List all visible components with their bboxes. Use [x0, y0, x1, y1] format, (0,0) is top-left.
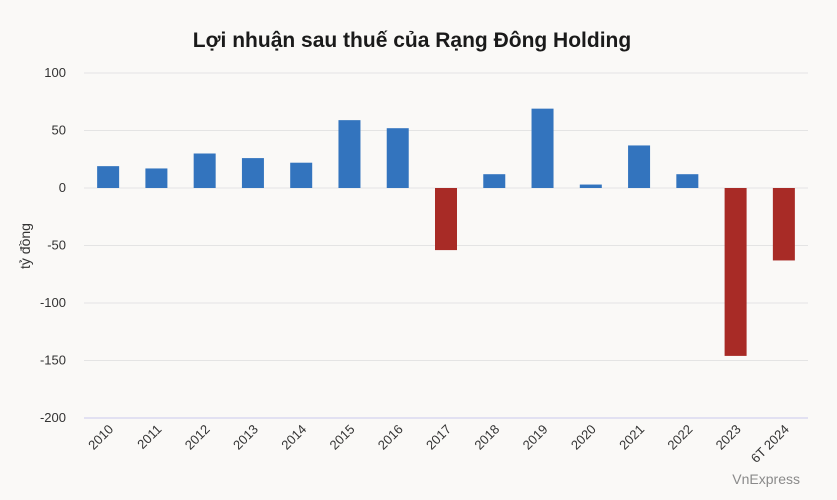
x-tick-label: 2021: [616, 422, 647, 453]
bar-2021: [628, 145, 651, 188]
x-axis-ticks: 2010 2011 2012 2013 2014 2015 2016 2017 2018 2019…: [85, 422, 792, 466]
x-tick-label: 2011: [134, 422, 164, 452]
y-tick-label: -50: [47, 238, 66, 253]
x-tick-label: 2015: [327, 422, 358, 453]
x-tick-label: 2017: [423, 422, 454, 453]
bar-2022: [676, 174, 699, 188]
y-tick-label: 50: [52, 123, 66, 138]
y-tick-label: -100: [40, 295, 66, 310]
x-tick-label: 2010: [85, 422, 116, 453]
x-tick-label: 2023: [713, 422, 744, 453]
bar-2020: [579, 184, 602, 188]
bars: [97, 108, 795, 356]
bar-2023: [724, 188, 747, 356]
x-tick-label: 2019: [520, 422, 551, 453]
x-tick-label: 6T 2024: [748, 422, 792, 466]
x-tick-label: 2018: [471, 422, 502, 453]
x-tick-label: 2022: [664, 422, 695, 453]
y-axis-label: tỷ đồng: [17, 223, 33, 269]
bar-2019: [531, 108, 554, 188]
bar-2011: [145, 168, 168, 188]
x-tick-label: 2020: [568, 422, 599, 453]
bar-2010: [97, 166, 120, 188]
y-tick-label: -200: [40, 410, 66, 425]
x-tick-label: 2012: [182, 422, 213, 453]
bar-2012: [193, 153, 216, 188]
bar-2016: [386, 128, 409, 188]
x-tick-label: 2016: [375, 422, 406, 453]
bar-2014: [290, 162, 313, 188]
y-tick-label: -150: [40, 353, 66, 368]
bar-2015: [338, 120, 361, 188]
bar-2017: [435, 188, 457, 251]
x-tick-label: 2013: [230, 422, 261, 453]
bar-6t-2024: [772, 188, 795, 261]
y-tick-label: 100: [44, 65, 66, 80]
y-axis-ticks: 100 50 0 -50 -100 -150 -200: [40, 65, 66, 425]
x-tick-label: 2014: [278, 422, 309, 453]
chart-title: Lợi nhuận sau thuế của Rạng Đông Holding: [193, 29, 631, 52]
source-label: VnExpress: [732, 471, 800, 487]
bar-2013: [241, 158, 264, 188]
bar-2018: [483, 174, 506, 188]
y-tick-label: 0: [59, 180, 66, 195]
